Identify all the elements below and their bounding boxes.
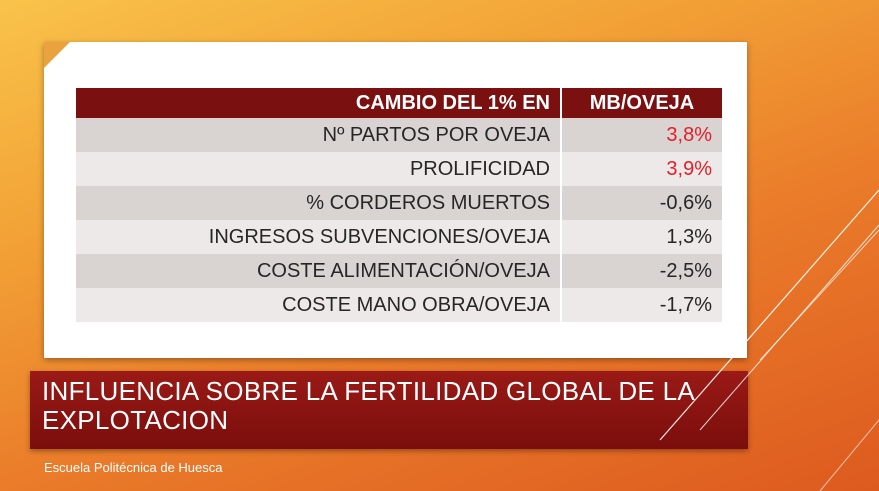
- slide-title: INFLUENCIA SOBRE LA FERTILIDAD GLOBAL DE…: [42, 376, 694, 435]
- row-value: -0,6%: [560, 186, 722, 220]
- table-row: COSTE MANO OBRA/OVEJA -1,7%: [76, 288, 722, 322]
- header-change: CAMBIO DEL 1% EN: [76, 88, 560, 118]
- row-value: 3,8%: [560, 118, 722, 152]
- row-value: 1,3%: [560, 220, 722, 254]
- row-label: PROLIFICIDAD: [76, 152, 560, 186]
- table-card: CAMBIO DEL 1% EN MB/OVEJA Nº PARTOS POR …: [44, 42, 747, 358]
- footer-institution: Escuela Politécnica de Huesca: [44, 460, 223, 475]
- table-row: % CORDEROS MUERTOS -0,6%: [76, 186, 722, 220]
- row-value: 3,9%: [560, 152, 722, 186]
- row-value: -2,5%: [560, 254, 722, 288]
- sensitivity-table: CAMBIO DEL 1% EN MB/OVEJA Nº PARTOS POR …: [76, 88, 722, 322]
- table-row: Nº PARTOS POR OVEJA 3,8%: [76, 118, 722, 152]
- header-mb-oveja: MB/OVEJA: [560, 88, 722, 118]
- row-label: % CORDEROS MUERTOS: [76, 186, 560, 220]
- slide-title-bar: INFLUENCIA SOBRE LA FERTILIDAD GLOBAL DE…: [30, 371, 748, 449]
- table-row: PROLIFICIDAD 3,9%: [76, 152, 722, 186]
- row-label: COSTE ALIMENTACIÓN/OVEJA: [76, 254, 560, 288]
- table-row: COSTE ALIMENTACIÓN/OVEJA -2,5%: [76, 254, 722, 288]
- row-value: -1,7%: [560, 288, 722, 322]
- table-header-row: CAMBIO DEL 1% EN MB/OVEJA: [76, 88, 722, 118]
- row-label: Nº PARTOS POR OVEJA: [76, 118, 560, 152]
- table-row: INGRESOS SUBVENCIONES/OVEJA 1,3%: [76, 220, 722, 254]
- row-label: COSTE MANO OBRA/OVEJA: [76, 288, 560, 322]
- folded-corner: [44, 42, 70, 68]
- row-label: INGRESOS SUBVENCIONES/OVEJA: [76, 220, 560, 254]
